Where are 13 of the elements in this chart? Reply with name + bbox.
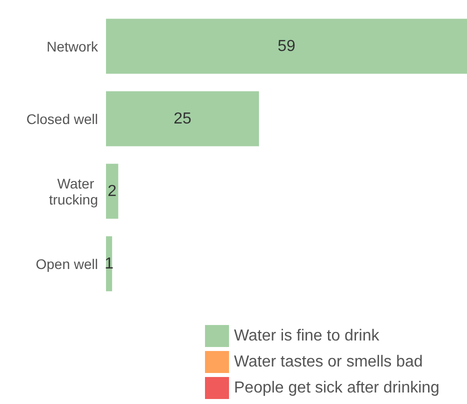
bar: [106, 18, 467, 74]
legend-label: Water is fine to drink: [234, 328, 380, 344]
data-label: 2: [108, 182, 117, 200]
legend-label: People get sick after drinking: [234, 380, 440, 396]
legend-label: Water tastes or smells bad: [234, 354, 423, 370]
bar: [106, 91, 259, 146]
y-tick-label: Open well: [36, 256, 98, 272]
y-tick-label: Network: [46, 38, 99, 54]
y-tick-label: Closed well: [26, 110, 98, 127]
data-label: 25: [174, 110, 192, 128]
bar: [106, 164, 118, 219]
data-label: 59: [278, 38, 296, 55]
y-tick-label: Water trucking: [48, 175, 98, 208]
